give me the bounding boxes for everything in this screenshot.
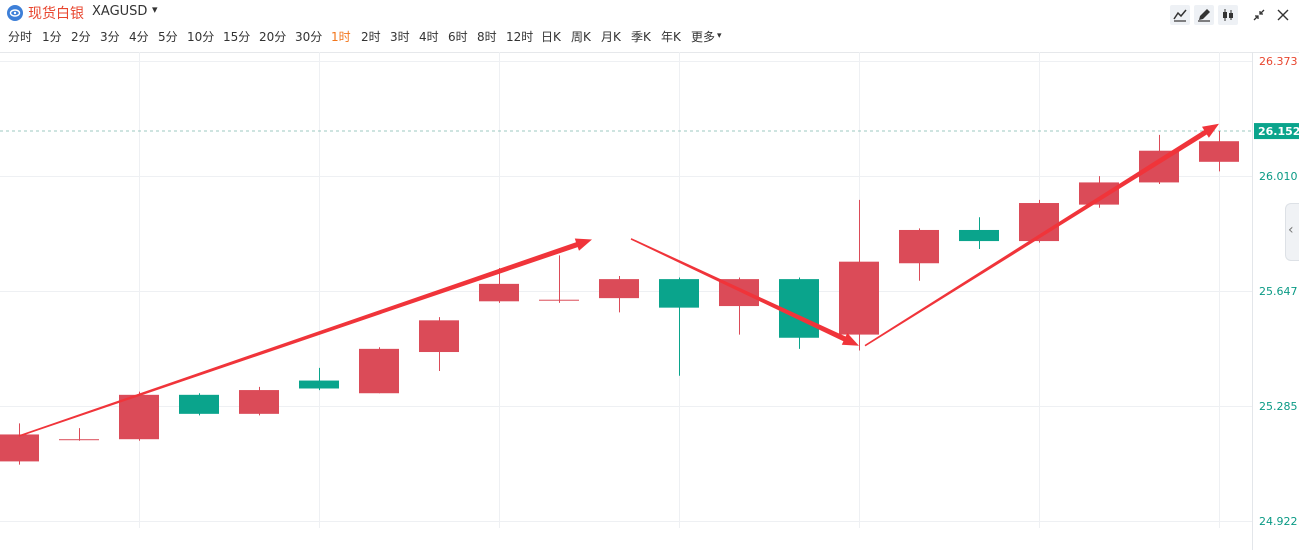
candle	[59, 428, 99, 441]
candle-body	[479, 283, 519, 302]
trend-arrows	[18, 123, 1219, 437]
candle	[299, 367, 339, 391]
period-tab[interactable]: 季K	[631, 30, 651, 44]
draw-pen-icon[interactable]	[1194, 5, 1214, 25]
period-tab[interactable]: 12时	[506, 30, 534, 44]
candle	[1139, 134, 1179, 185]
instrument-dropdown-caret[interactable]: ▾	[152, 3, 158, 16]
candle	[659, 277, 699, 376]
more-periods-button[interactable]: 更多	[691, 30, 716, 44]
line-chart-icon[interactable]	[1170, 5, 1190, 25]
period-tab[interactable]: 8时	[477, 30, 497, 44]
period-tab[interactable]: 4分	[129, 30, 149, 44]
period-tab[interactable]: 5分	[158, 30, 178, 44]
period-tab[interactable]: 2分	[71, 30, 91, 44]
candle-body	[659, 279, 699, 308]
candlestick-icon[interactable]	[1218, 5, 1238, 25]
period-tab[interactable]: 20分	[259, 30, 287, 44]
candle-body	[839, 261, 879, 335]
candle-body	[1079, 182, 1119, 205]
candle	[119, 391, 159, 441]
silver-logo-icon	[7, 5, 23, 21]
candle	[1079, 176, 1119, 208]
period-tab[interactable]: 1时	[331, 30, 351, 44]
candles	[0, 131, 1239, 465]
candle	[239, 386, 279, 416]
candle-body	[899, 229, 939, 264]
candle-body	[779, 279, 819, 338]
period-tab[interactable]: 2时	[361, 30, 381, 44]
chart-header: 现货白银 XAGUSD ▾	[0, 0, 1299, 25]
price-tick-label: 24.922	[1259, 515, 1298, 528]
side-panel-toggle[interactable]: ‹	[1285, 203, 1299, 261]
candle	[539, 255, 579, 303]
period-tab[interactable]: 3时	[390, 30, 410, 44]
collapse-icon[interactable]	[1249, 5, 1269, 25]
period-tab[interactable]: 30分	[295, 30, 323, 44]
period-tab[interactable]: 6时	[448, 30, 468, 44]
more-periods-caret[interactable]: ▾	[717, 31, 722, 41]
period-tab[interactable]: 10分	[187, 30, 215, 44]
current-price-badge	[1254, 123, 1299, 140]
candle-body	[59, 439, 99, 441]
period-tab[interactable]: 4时	[419, 30, 439, 44]
price-tick-label: 26.373	[1259, 55, 1298, 68]
trend-arrow	[18, 238, 592, 437]
period-tab[interactable]: 周K	[571, 30, 591, 44]
candle-body	[1199, 141, 1239, 162]
price-tick-label: 25.647	[1259, 285, 1298, 298]
candle-body	[0, 434, 39, 462]
candle	[779, 277, 819, 349]
candle	[839, 199, 879, 351]
candle-body	[299, 380, 339, 389]
price-tick-label: 25.285	[1259, 400, 1298, 413]
candle	[479, 268, 519, 303]
trend-arrow	[630, 238, 859, 346]
period-tab[interactable]: 15分	[223, 30, 251, 44]
candle-body	[179, 394, 219, 414]
candle	[0, 423, 39, 465]
candle	[599, 275, 639, 313]
period-tab[interactable]: 3分	[100, 30, 120, 44]
candle-body	[959, 229, 999, 242]
candle-body	[359, 348, 399, 394]
candle	[179, 393, 219, 416]
period-tab[interactable]: 日K	[541, 30, 561, 44]
price-tick-label: 26.010	[1259, 170, 1298, 183]
instrument-symbol[interactable]: XAGUSD	[92, 4, 148, 19]
candle	[719, 277, 759, 335]
candle-body	[419, 320, 459, 353]
chart-grid	[0, 52, 1299, 550]
candle-body	[1139, 150, 1179, 183]
candle	[359, 347, 399, 394]
close-icon[interactable]	[1273, 5, 1293, 25]
price-axis: 26.373 26.010 25.647 25.285 24.922 26.152	[1254, 55, 1299, 528]
current-price-label: 26.152	[1258, 125, 1299, 138]
period-tab[interactable]: 月K	[601, 30, 621, 44]
candle	[899, 228, 939, 281]
candle-body	[239, 390, 279, 414]
candle-body	[539, 299, 579, 301]
period-tab[interactable]: 年K	[661, 30, 681, 44]
chevron-left-icon: ‹	[1288, 222, 1294, 238]
instrument-name[interactable]: 现货白银	[28, 6, 84, 22]
trend-arrow	[864, 123, 1219, 347]
period-tab[interactable]: 分时	[8, 30, 33, 44]
candle-body	[599, 279, 639, 299]
candle-body	[119, 394, 159, 440]
candle	[959, 217, 999, 249]
period-tab[interactable]: 1分	[42, 30, 62, 44]
candle	[1199, 131, 1239, 172]
candle	[419, 317, 459, 372]
